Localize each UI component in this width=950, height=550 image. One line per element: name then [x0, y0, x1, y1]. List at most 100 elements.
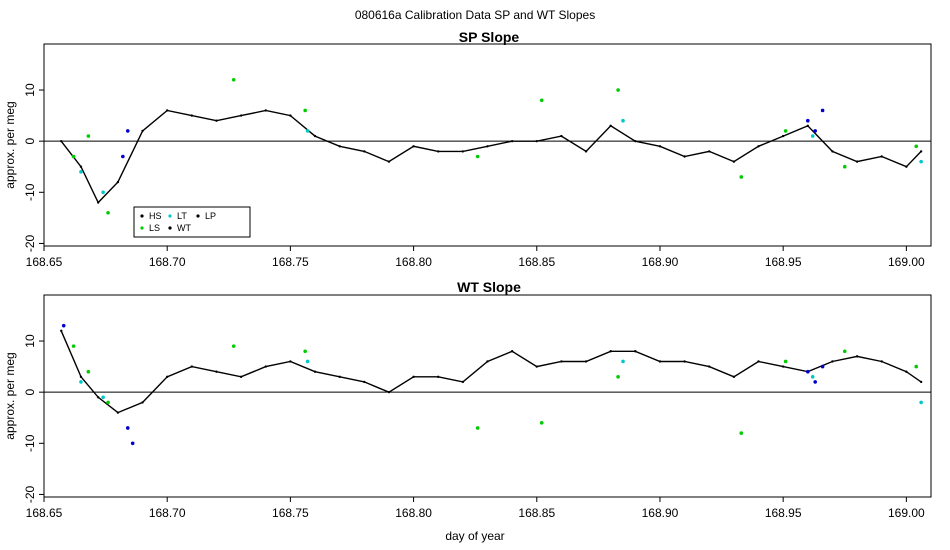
wt-slope-markers [61, 323, 923, 446]
legend-entry-lt: LT [168, 211, 187, 221]
wt-slope-series-point [387, 390, 391, 394]
wt-slope-series-point [683, 360, 686, 363]
wt-slope-series-point [486, 360, 489, 363]
sp-slope-marker-point [125, 129, 130, 133]
sp-slope-marker-point [475, 154, 480, 159]
wt-slope-xtick-label: 168.95 [765, 506, 802, 520]
legend-swatch-wt [168, 226, 172, 230]
sp-slope-marker-point [121, 154, 125, 159]
wt-slope-marker-point [86, 369, 91, 374]
sp-slope-series-point [609, 124, 612, 128]
wt-slope-series-point [165, 375, 169, 379]
wt-slope-xtick-label: 168.70 [149, 506, 186, 520]
sp-slope-panel: SP Slope approx. per meg -20 -10 0 10 168.6… [3, 29, 932, 269]
sp-slope-xtick-label: 168.70 [149, 255, 186, 269]
legend-swatch-hs [140, 214, 144, 218]
wt-slope-title: WT Slope [457, 279, 521, 295]
wt-slope-marker-point [914, 364, 919, 369]
sp-slope-series-point [97, 201, 100, 204]
wt-slope-series-point [363, 380, 366, 384]
sp-slope-marker-point [303, 108, 307, 113]
wt-slope-marker-point [806, 369, 810, 374]
sp-slope-series-point [683, 155, 686, 158]
wt-slope-series-point [264, 365, 267, 368]
legend-entry-wt: WT [168, 223, 191, 233]
wt-slope-series-point [658, 360, 662, 363]
sp-slope-series-point [437, 150, 440, 153]
legend-label-hs: HS [149, 211, 162, 221]
sp-slope-series-point [141, 129, 144, 133]
legend-swatch-ls [140, 226, 144, 230]
sp-slope-marker-point [806, 118, 810, 123]
wt-slope-series [60, 329, 923, 414]
wt-slope-ylabel: approx. per meg [3, 352, 17, 439]
sp-slope-marker-point [783, 129, 788, 133]
sp-slope-marker-point [231, 77, 236, 82]
wt-slope-marker-point [539, 421, 544, 425]
sp-slope-xtick-label: 168.65 [26, 255, 63, 269]
legend-swatch-lp [196, 214, 200, 218]
wt-slope-series-point [239, 375, 243, 379]
legend-entry-hs: HS [140, 211, 162, 221]
sp-slope-series-point [831, 150, 834, 153]
wt-slope-ytick-label: 0 [23, 389, 37, 396]
wt-slope-xtick-label: 168.75 [272, 506, 309, 520]
sp-slope-series [60, 109, 923, 204]
sp-slope-ytick-label: 0 [23, 138, 37, 145]
sp-slope-ytick-label: 10 [23, 83, 37, 97]
sp-slope-markers [71, 77, 923, 215]
wt-slope-series-point [535, 365, 538, 368]
legend-label-lp: LP [205, 211, 216, 221]
wt-slope-marker-point [71, 344, 76, 348]
wt-slope-series-point [831, 360, 834, 363]
wt-slope-series-point [781, 365, 785, 368]
sp-slope-series-point [387, 160, 391, 163]
sp-slope-series-point [338, 145, 341, 148]
wt-slope-series-point [116, 411, 120, 414]
legend-swatch-lt [168, 214, 172, 218]
wt-slope-series-point [437, 375, 440, 379]
wt-slope-series-point [97, 396, 100, 399]
wt-slope-series-point [289, 360, 292, 363]
wt-slope-series-point [880, 360, 883, 363]
sp-slope-plot-frame [43, 43, 932, 247]
sp-slope-marker-point [106, 210, 110, 215]
sp-slope-xtick-label: 169.00 [888, 255, 925, 269]
wt-slope-series-point [708, 365, 711, 368]
sp-slope-marker-point [86, 134, 91, 138]
wt-slope-marker-point [101, 395, 105, 400]
wt-slope-series-point [905, 370, 908, 373]
wt-slope-series-point [190, 365, 194, 368]
wt-slope-ytick-label: 10 [23, 334, 37, 348]
sp-slope-marker-point [621, 118, 625, 123]
wt-slope-series-point [510, 350, 514, 353]
sp-slope-ytick-label: -20 [23, 234, 37, 252]
wt-slope-series-point [919, 380, 923, 384]
wt-slope-marker-point [739, 431, 744, 435]
wt-slope-xtick-label: 168.85 [518, 506, 555, 520]
sp-slope-series-point [658, 145, 662, 148]
sp-slope-series-point [412, 145, 415, 148]
wt-slope-marker-point [842, 349, 847, 354]
wt-slope-xtick-label: 169.00 [888, 506, 925, 520]
legend-label-ls: LS [149, 223, 160, 233]
wt-slope-marker-point [475, 426, 480, 430]
sp-slope-marker-point [616, 88, 620, 92]
wt-slope-series-point [757, 360, 760, 363]
wt-slope-marker-point [106, 400, 110, 405]
sp-slope-marker-point [739, 175, 744, 179]
sp-slope-series-point [363, 150, 366, 153]
wt-slope-marker-point [303, 349, 307, 354]
sp-slope-series-point [486, 145, 489, 148]
wt-slope-marker-point [616, 375, 620, 379]
legend-entry-ls: LS [140, 223, 160, 233]
sp-slope-series-point [190, 114, 194, 117]
sp-slope-xtick-label: 168.75 [272, 255, 309, 269]
wt-slope-series-point [609, 350, 612, 353]
wt-slope-series-point [338, 375, 341, 379]
sp-slope-series-point [79, 165, 83, 168]
sp-slope-series-point [60, 139, 63, 143]
wt-slope-series-line [60, 330, 922, 414]
sp-slope-series-line [60, 109, 922, 204]
